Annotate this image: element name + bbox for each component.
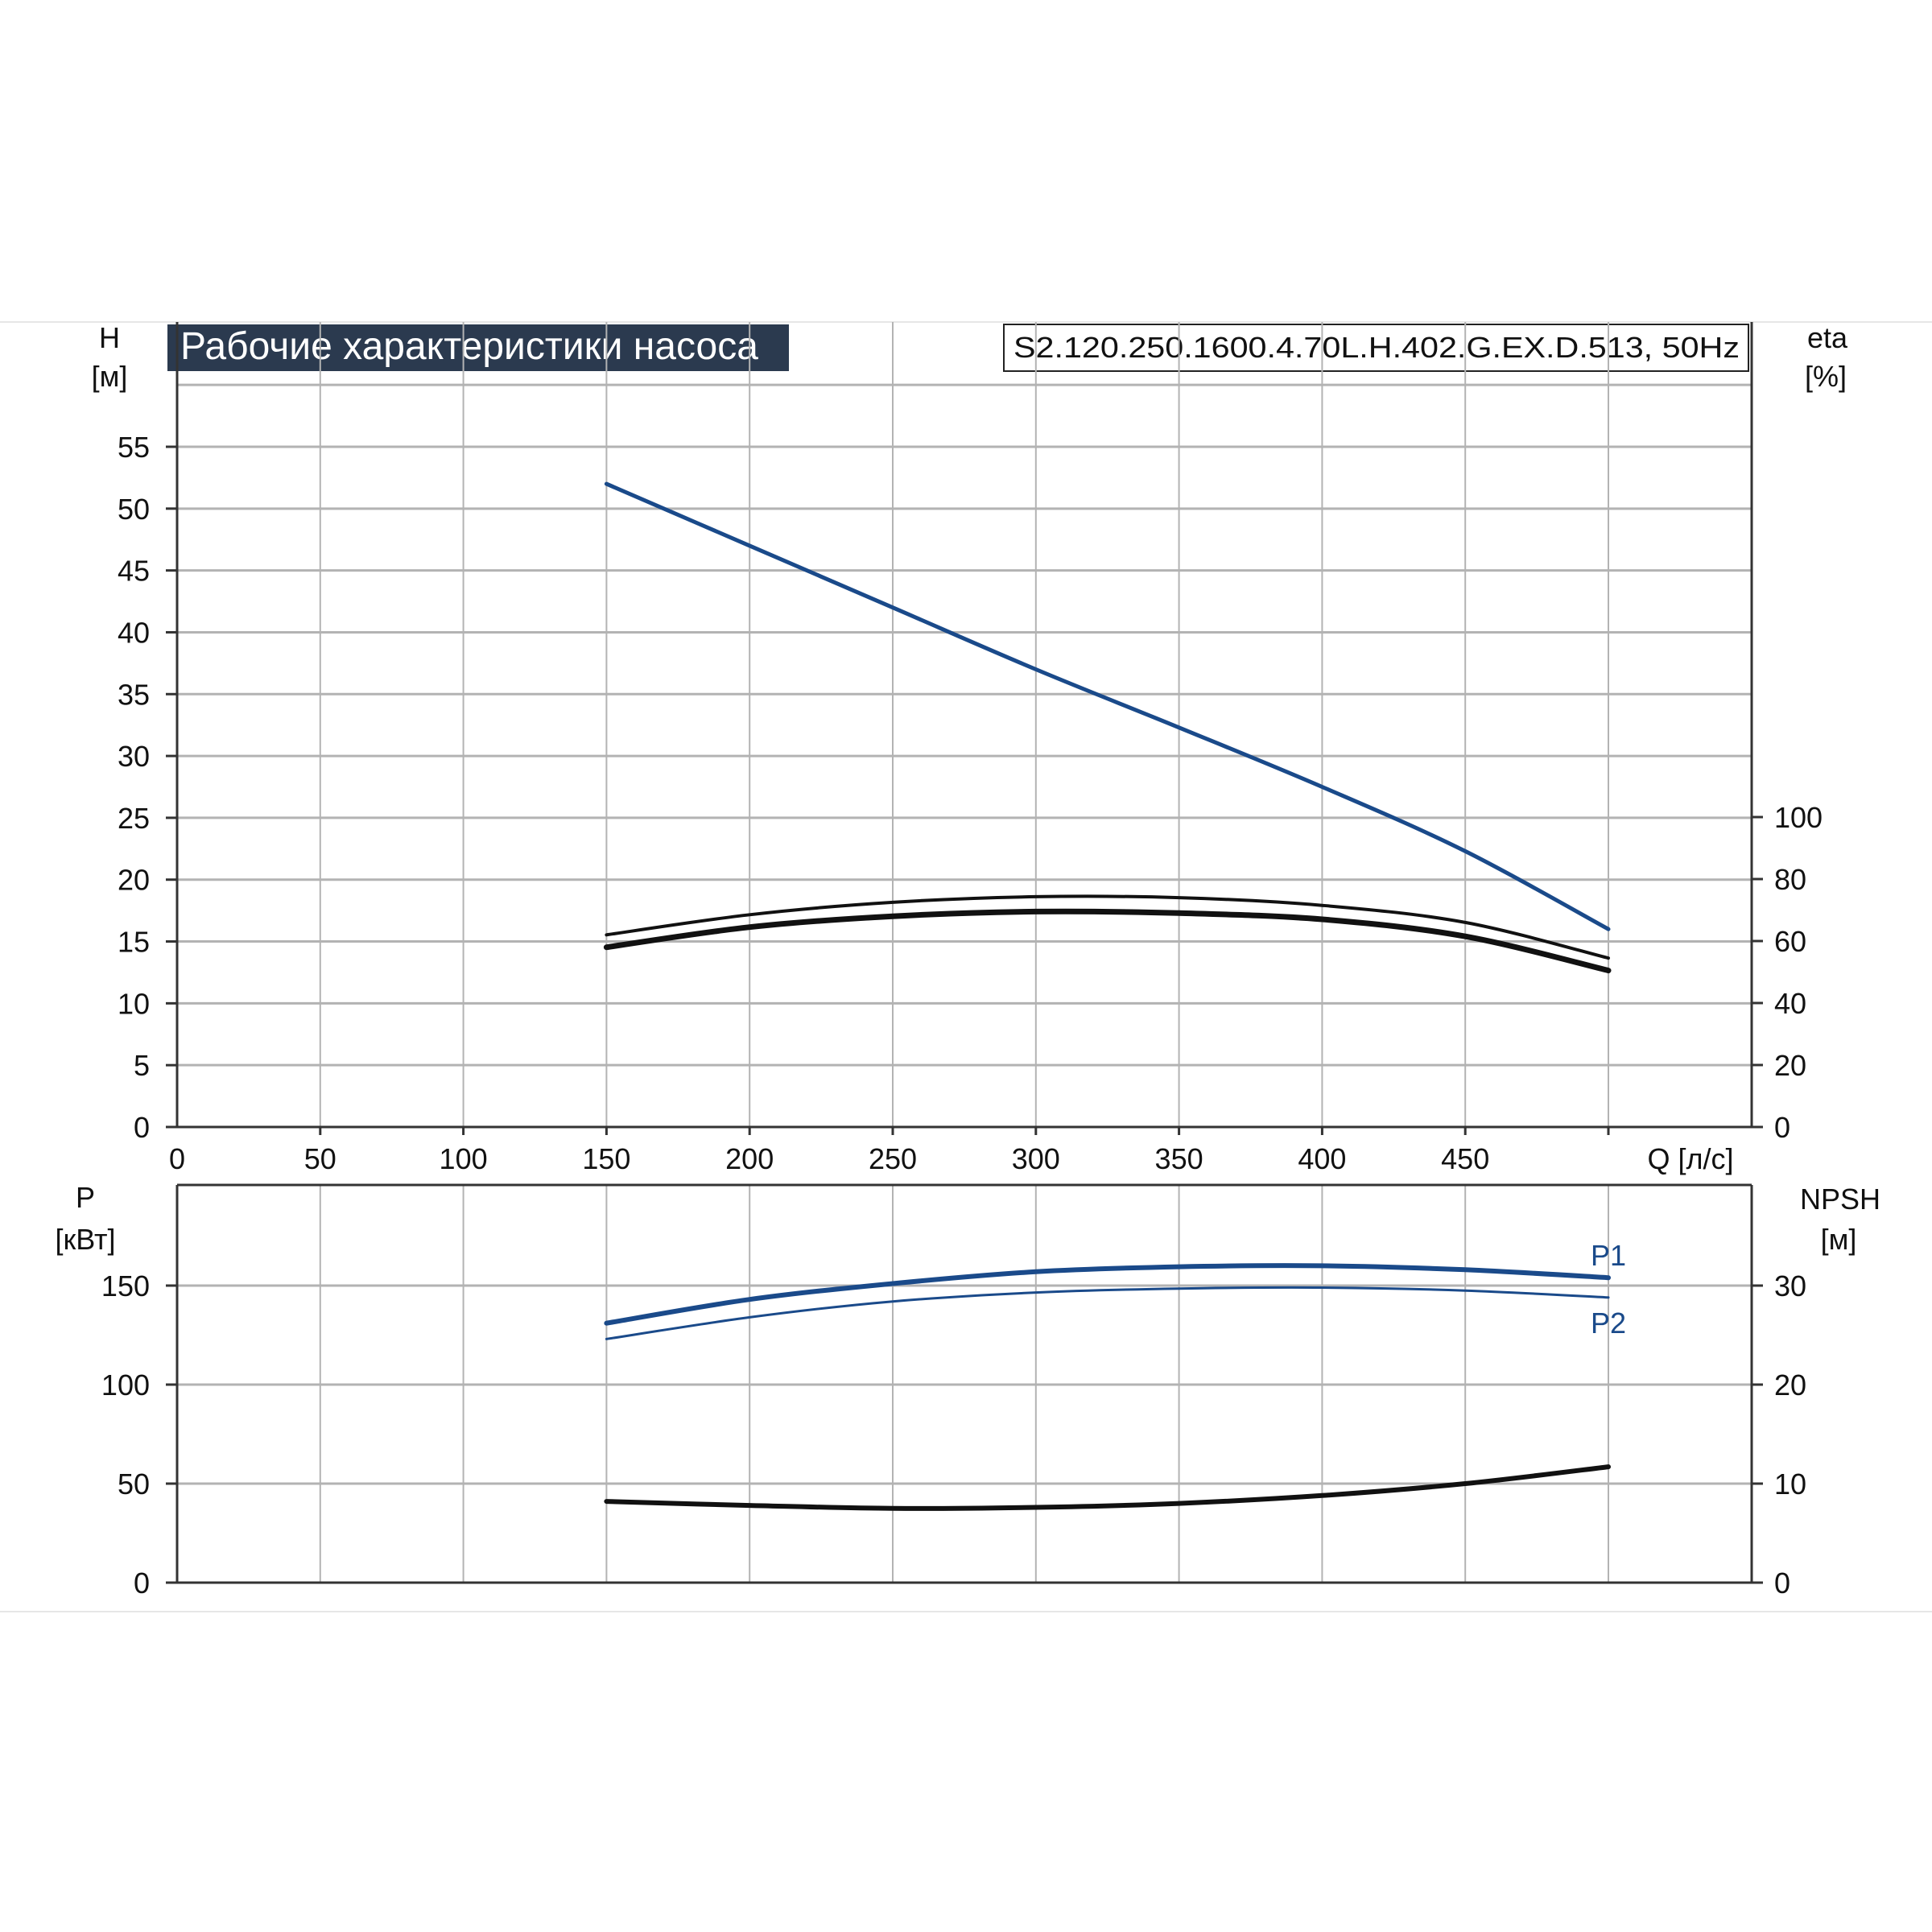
p2-power-curve — [605, 1286, 1610, 1340]
model-label: S2.120.250.1600.4.70L.H.402.G.EX.D.513, … — [1013, 331, 1740, 364]
title-box — [167, 324, 789, 371]
head-tick-label: 55 — [118, 431, 150, 464]
flow-axis-unit: [л/с] — [1678, 1142, 1734, 1175]
efficiency-axis-unit: [%] — [1805, 360, 1847, 393]
head-tick-label: 20 — [118, 864, 150, 897]
head-tick-label: 5 — [134, 1049, 150, 1082]
head-axis-name: H — [99, 321, 120, 354]
power-tick-label: 100 — [101, 1368, 150, 1402]
power-tick-label: 150 — [101, 1269, 150, 1302]
top-chart-ticks: 0 50 100 150 200 250 300 350 400 4500510152025303… — [118, 431, 1823, 1175]
npsh-curve — [604, 1464, 1611, 1511]
flow-tick-label: 50 — [304, 1142, 336, 1175]
flow-tick-label: 450 — [1441, 1142, 1489, 1175]
top-chart-axes — [175, 322, 1753, 1129]
npsh-tick-label: 30 — [1774, 1269, 1806, 1302]
series-label-p1: P1 — [1591, 1239, 1626, 1272]
head-tick-label: 10 — [118, 987, 150, 1020]
efficiency-tick-label: 100 — [1774, 801, 1823, 834]
flow-tick-label: 200 — [725, 1142, 774, 1175]
flow-tick-label: 0 — [169, 1142, 185, 1175]
flow-axis-label: Q [л/с] — [1647, 1142, 1733, 1175]
power-axis-unit: [кВт] — [55, 1223, 115, 1256]
npsh-axis-unit: [м] — [1821, 1223, 1857, 1256]
head-tick-label: 50 — [118, 493, 150, 526]
power-tick-label: 50 — [118, 1468, 150, 1501]
head-tick-label: 15 — [118, 926, 150, 959]
head-axis-unit: [м] — [92, 360, 128, 393]
efficiency-tick-label: 40 — [1774, 987, 1806, 1020]
npsh-tick-label: 20 — [1774, 1368, 1806, 1402]
efficiency-tick-label: 20 — [1774, 1049, 1806, 1082]
flow-tick-label: 300 — [1012, 1142, 1060, 1175]
head-tick-label: 25 — [118, 802, 150, 835]
npsh-tick-label: 10 — [1774, 1468, 1806, 1501]
head-curve — [604, 481, 1611, 931]
chart-title: Рабочие характеристики насоса — [180, 325, 758, 368]
flow-tick-label: 400 — [1298, 1142, 1346, 1175]
p1-power-curve — [604, 1263, 1611, 1326]
top-chart-series — [603, 481, 1612, 974]
power-axis-name: P — [76, 1181, 95, 1214]
head-tick-label: 30 — [118, 740, 150, 773]
head-tick-label: 35 — [118, 678, 150, 711]
power-tick-label: 0 — [134, 1567, 150, 1600]
bottom-chart-series — [604, 1263, 1611, 1511]
efficiency-axis-name: eta — [1807, 321, 1848, 354]
flow-tick-label: 150 — [582, 1142, 630, 1175]
model-box — [1003, 324, 1749, 372]
flow-axis-name: Q — [1647, 1142, 1670, 1175]
flow-tick-label: 100 — [440, 1142, 488, 1175]
flow-tick-label: 350 — [1155, 1142, 1203, 1175]
npsh-axis-name: NPSH — [1800, 1183, 1880, 1216]
efficiency-curve-upper — [605, 894, 1610, 960]
npsh-tick-label: 0 — [1774, 1567, 1790, 1600]
bottom-chart-ticks: 0 50 100 150 0 10 20 30 — [101, 1269, 1806, 1600]
head-tick-label: 40 — [118, 616, 150, 649]
series-label-p2: P2 — [1591, 1307, 1626, 1340]
top-chart-grid — [177, 322, 1752, 1127]
efficiency-tick-label: 0 — [1774, 1111, 1790, 1144]
efficiency-tick-label: 60 — [1774, 925, 1806, 958]
efficiency-curve-lower — [603, 908, 1612, 974]
efficiency-tick-label: 80 — [1774, 863, 1806, 896]
bottom-chart-grid — [177, 1185, 1752, 1583]
flow-tick-label: 250 — [869, 1142, 917, 1175]
head-tick-label: 0 — [134, 1111, 150, 1144]
head-tick-label: 45 — [118, 555, 150, 588]
